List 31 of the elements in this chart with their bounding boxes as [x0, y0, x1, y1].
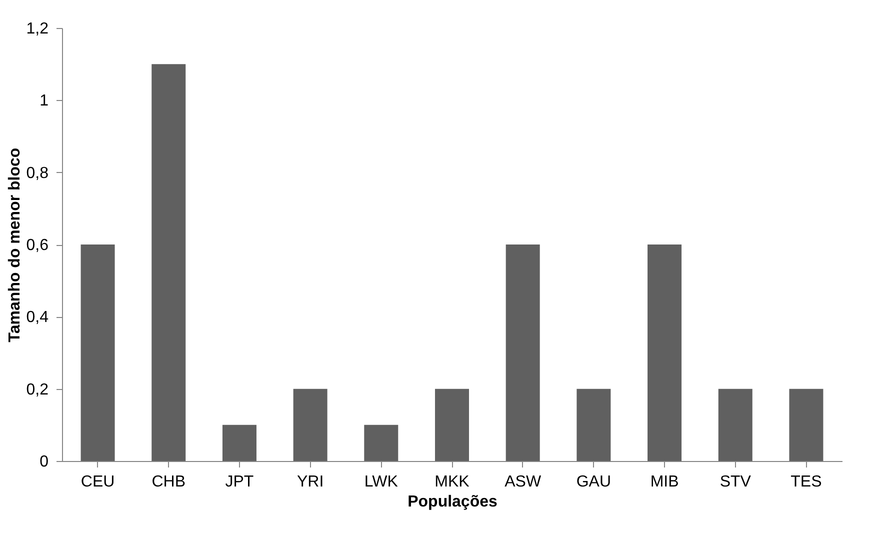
bar: [435, 388, 469, 461]
x-tick-label: ASW: [504, 474, 542, 490]
bar: [152, 64, 186, 461]
x-tick-label: STV: [720, 474, 752, 490]
bar: [222, 424, 256, 461]
bar: [364, 424, 398, 461]
bar: [718, 388, 752, 461]
bar: [80, 244, 115, 461]
y-tick-label: 1,2: [26, 20, 49, 38]
y-axis-title: Tamanho do menor bloco: [6, 148, 24, 342]
y-tick-label: 0,6: [26, 237, 49, 254]
x-tick-label: CEU: [80, 474, 115, 490]
x-tick-label: MIB: [650, 474, 679, 490]
x-tick-label: CHB: [152, 474, 186, 490]
x-tick-label: JPT: [225, 474, 254, 490]
x-tick-label: LWK: [364, 474, 398, 490]
x-tick-label: TES: [790, 474, 822, 490]
bar: [789, 388, 824, 461]
y-tick-label: 0,8: [26, 164, 49, 182]
y-tick-label: 1: [40, 92, 49, 110]
y-tick-label: 0,2: [26, 381, 49, 398]
x-axis-title: Populações: [408, 494, 498, 510]
x-tick-label: GAU: [576, 474, 612, 490]
y-tick-label: 0: [40, 454, 49, 470]
bar: [576, 388, 611, 461]
x-tick-label: MKK: [434, 474, 470, 490]
x-tick-label: YRI: [296, 474, 324, 490]
y-tick-label: 0,4: [26, 309, 49, 326]
bar: [648, 244, 682, 461]
bar: [293, 388, 328, 461]
bar: [506, 244, 540, 461]
